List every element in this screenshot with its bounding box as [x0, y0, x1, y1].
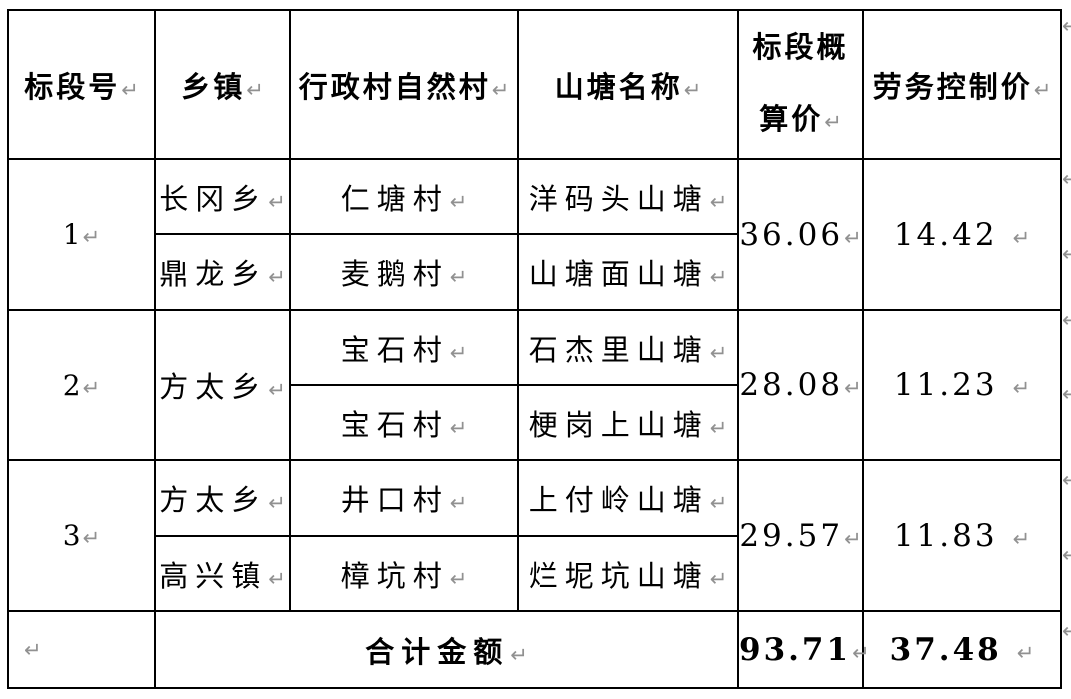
- paragraph-mark: ↵: [121, 77, 139, 102]
- header-cell-village[interactable]: 行政村自然村↵: [289, 9, 519, 160]
- table-row: 鼎龙乡↵ 麦鹅村↵ 山塘面山塘↵: [8, 233, 1061, 311]
- end-of-row-mark: ↵: [1062, 468, 1071, 492]
- paragraph-mark: ↵: [844, 225, 862, 250]
- end-of-row-mark: ↵: [1062, 382, 1071, 406]
- paragraph-mark: ↵: [709, 491, 728, 515]
- paragraph-mark: ↵: [709, 189, 728, 214]
- paragraph-mark: ↵: [449, 265, 468, 289]
- paragraph-mark: ↵: [510, 642, 528, 667]
- cell-township[interactable]: 鼎龙乡↵: [154, 233, 291, 311]
- cell-estimate-3[interactable]: 29.57↵: [737, 459, 864, 612]
- paragraph-mark: ↵: [82, 225, 101, 249]
- cell-pond[interactable]: 烂坭坑山塘↵: [517, 535, 739, 612]
- paragraph-mark: ↵: [268, 378, 286, 402]
- end-of-row-mark: ↵: [1062, 242, 1071, 266]
- paragraph-mark: ↵: [1012, 376, 1031, 400]
- table-row: 2↵ 方太乡↵ 宝石村↵ 石杰里山塘↵ 28.08↵ 11.23 ↵: [7, 309, 1062, 461]
- bid-sections-table: 标段号↵ 乡镇↵ 行政村自然村↵ 山塘名称↵ 标段概 算价↵ 劳务控制价↵: [7, 9, 1062, 689]
- header-township-label: 乡镇: [181, 69, 246, 104]
- paragraph-mark: ↵: [709, 340, 728, 365]
- cell-pond[interactable]: 洋码头山塘↵: [517, 158, 739, 235]
- paragraph-mark: ↵: [268, 566, 286, 591]
- header-cell-township[interactable]: 乡镇↵: [154, 9, 291, 160]
- paragraph-mark: ↵: [449, 340, 468, 365]
- header-estimate-label: 标段概 算价↵: [752, 30, 849, 136]
- header-bid-no-label: 标段号: [24, 69, 121, 104]
- cell-village[interactable]: 宝石村↵: [289, 384, 519, 461]
- table-row: 宝石村↵ 梗岗上山塘↵: [8, 384, 1061, 461]
- table-row: 3↵ 方太乡↵ 井口村↵ 上付岭山塘↵ 29.57↵ 11.83 ↵: [7, 459, 1062, 612]
- cell-pond[interactable]: 石杰里山塘↵: [517, 309, 739, 386]
- cell-township[interactable]: 方太乡↵: [154, 459, 291, 537]
- cell-estimate-1[interactable]: 36.06↵: [737, 158, 864, 311]
- table-row: 1↵ 长冈乡↵ 仁塘村↵ 洋码头山塘↵ 36.06↵ 14.42 ↵: [7, 158, 1062, 311]
- cell-bid-no-1[interactable]: 1↵: [7, 158, 156, 311]
- cell-village[interactable]: 井口村↵: [289, 459, 519, 537]
- paragraph-mark: ↵: [1012, 225, 1031, 250]
- cell-township[interactable]: 高兴镇↵: [154, 535, 291, 612]
- end-of-row-mark: ↵: [1062, 308, 1071, 332]
- cell-bid-no-2[interactable]: 2↵: [7, 309, 156, 461]
- paragraph-mark: ↵: [1016, 640, 1035, 665]
- paragraph-mark: ↵: [268, 265, 286, 289]
- header-cell-estimate[interactable]: 标段概 算价↵: [737, 9, 864, 160]
- paragraph-mark: ↵: [1033, 77, 1052, 102]
- paragraph-mark: ↵: [709, 415, 728, 440]
- paragraph-mark: ↵: [268, 491, 286, 515]
- total-row: ↵ 合计金额↵ 93.71↵ 37.48 ↵: [7, 610, 1062, 689]
- header-cell-pond[interactable]: 山塘名称↵: [517, 9, 739, 160]
- paragraph-mark: ↵: [709, 265, 728, 289]
- paragraph-mark: ↵: [246, 77, 264, 102]
- paragraph-mark: ↵: [268, 189, 286, 214]
- cell-village[interactable]: 宝石村↵: [289, 309, 519, 386]
- end-of-row-mark: ↵: [1062, 167, 1071, 191]
- cell-labor-1[interactable]: 14.42 ↵: [862, 158, 1062, 311]
- paragraph-mark: ↵: [824, 110, 842, 134]
- header-cell-labor[interactable]: 劳务控制价↵: [862, 9, 1062, 160]
- cell-labor-2[interactable]: 11.23 ↵: [862, 309, 1062, 461]
- paragraph-mark: ↵: [709, 566, 728, 591]
- end-of-row-mark: ↵: [1062, 14, 1071, 38]
- paragraph-mark: ↵: [449, 491, 468, 515]
- header-cell-bid-no[interactable]: 标段号↵: [7, 9, 156, 160]
- paragraph-mark: ↵: [82, 526, 101, 550]
- cell-township[interactable]: 长冈乡↵: [154, 158, 291, 235]
- cell-village[interactable]: 仁塘村↵: [289, 158, 519, 235]
- cell-labor-3[interactable]: 11.83 ↵: [862, 459, 1062, 612]
- cell-township-merged[interactable]: 方太乡↵: [154, 309, 291, 461]
- cell-village[interactable]: 麦鹅村↵: [289, 233, 519, 311]
- paragraph-mark: ↵: [449, 189, 468, 214]
- end-of-row-mark: ↵: [1062, 543, 1071, 567]
- cell-village[interactable]: 樟坑村↵: [289, 535, 519, 612]
- cell-total-label[interactable]: 合计金额↵: [154, 610, 739, 689]
- paragraph-mark: ↵: [683, 77, 702, 102]
- cell-total-labor[interactable]: 37.48 ↵: [862, 610, 1062, 689]
- cell-bid-no-3[interactable]: 3↵: [7, 459, 156, 612]
- cell-total-empty[interactable]: ↵: [7, 610, 156, 689]
- header-labor-label: 劳务控制价: [872, 69, 1033, 104]
- end-of-row-mark: ↵: [1062, 619, 1071, 643]
- header-pond-label: 山塘名称: [554, 69, 683, 104]
- cell-estimate-2[interactable]: 28.08↵: [737, 309, 864, 461]
- cell-pond[interactable]: 上付岭山塘↵: [517, 459, 739, 537]
- cell-pond[interactable]: 山塘面山塘↵: [517, 233, 739, 311]
- cell-total-estimate[interactable]: 93.71↵: [737, 610, 870, 689]
- header-village-label: 行政村自然村: [298, 69, 491, 104]
- paragraph-mark: ↵: [82, 375, 101, 400]
- paragraph-mark: ↵: [844, 376, 862, 400]
- paragraph-mark: ↵: [852, 640, 870, 665]
- paragraph-mark: ↵: [449, 566, 468, 591]
- paragraph-mark: ↵: [449, 415, 468, 440]
- table-row: 高兴镇↵ 樟坑村↵ 烂坭坑山塘↵: [8, 535, 1061, 612]
- paragraph-mark: ↵: [1012, 526, 1031, 551]
- header-row: 标段号↵ 乡镇↵ 行政村自然村↵ 山塘名称↵ 标段概 算价↵ 劳务控制价↵: [7, 9, 1062, 160]
- paragraph-mark: ↵: [24, 637, 42, 662]
- paragraph-mark: ↵: [844, 526, 862, 551]
- paragraph-mark: ↵: [491, 77, 510, 102]
- cell-pond[interactable]: 梗岗上山塘↵: [517, 384, 739, 461]
